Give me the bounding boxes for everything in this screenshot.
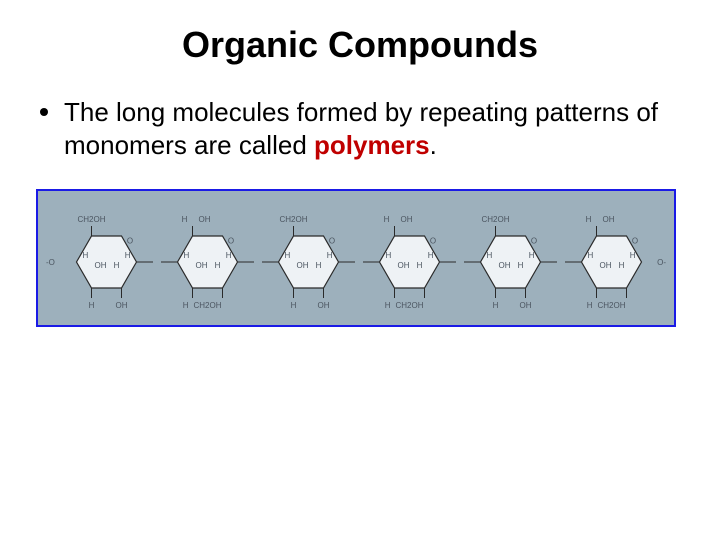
bullet-item: The long molecules formed by repeating p… — [40, 96, 680, 161]
svg-text:H: H — [417, 261, 423, 270]
svg-text:H: H — [587, 301, 593, 310]
svg-text:OH: OH — [318, 301, 330, 310]
svg-text:CH2OH: CH2OH — [481, 215, 509, 224]
svg-text:H: H — [493, 301, 499, 310]
svg-text:H: H — [316, 261, 322, 270]
svg-text:OH: OH — [95, 261, 107, 270]
svg-text:H: H — [518, 261, 524, 270]
svg-text:CH2OH: CH2OH — [77, 215, 105, 224]
svg-text:O: O — [430, 236, 436, 245]
svg-text:H: H — [226, 251, 232, 260]
svg-text:O: O — [127, 236, 133, 245]
svg-text:OH: OH — [116, 301, 128, 310]
svg-text:H: H — [114, 261, 120, 270]
svg-text:H: H — [215, 261, 221, 270]
svg-text:H: H — [385, 301, 391, 310]
slide-title: Organic Compounds — [40, 24, 680, 66]
svg-text:O-: O- — [657, 258, 666, 267]
bullet-post: . — [430, 130, 437, 160]
svg-text:OH: OH — [398, 261, 410, 270]
svg-text:H: H — [285, 251, 291, 260]
svg-text:H: H — [184, 251, 190, 260]
svg-text:H: H — [529, 251, 535, 260]
svg-text:H: H — [588, 251, 594, 260]
polymer-svg: OCH2OHHHOHHHOHOHOHHHOHHCH2OHHOCH2OHHHOHH… — [38, 191, 674, 325]
svg-text:OH: OH — [297, 261, 309, 270]
svg-text:OH: OH — [520, 301, 532, 310]
svg-text:H: H — [487, 251, 493, 260]
bullet-marker — [40, 108, 48, 116]
svg-text:H: H — [386, 251, 392, 260]
svg-text:H: H — [182, 215, 188, 224]
svg-text:OH: OH — [199, 215, 211, 224]
svg-text:-O: -O — [46, 258, 55, 267]
polymer-diagram: OCH2OHHHOHHHOHOHOHHHOHHCH2OHHOCH2OHHHOHH… — [36, 189, 676, 327]
svg-text:OH: OH — [603, 215, 615, 224]
svg-text:H: H — [384, 215, 390, 224]
svg-text:H: H — [83, 251, 89, 260]
svg-text:H: H — [327, 251, 333, 260]
svg-text:H: H — [291, 301, 297, 310]
svg-text:H: H — [428, 251, 434, 260]
svg-text:OH: OH — [499, 261, 511, 270]
svg-text:CH2OH: CH2OH — [395, 301, 423, 310]
svg-text:O: O — [228, 236, 234, 245]
svg-text:H: H — [183, 301, 189, 310]
svg-text:CH2OH: CH2OH — [279, 215, 307, 224]
svg-text:CH2OH: CH2OH — [193, 301, 221, 310]
bullet-keyword: polymers — [314, 130, 430, 160]
svg-text:H: H — [586, 215, 592, 224]
svg-text:OH: OH — [196, 261, 208, 270]
svg-text:H: H — [125, 251, 131, 260]
svg-text:CH2OH: CH2OH — [597, 301, 625, 310]
svg-text:O: O — [329, 236, 335, 245]
svg-text:O: O — [632, 236, 638, 245]
svg-text:H: H — [630, 251, 636, 260]
svg-text:O: O — [531, 236, 537, 245]
svg-text:H: H — [619, 261, 625, 270]
svg-text:H: H — [89, 301, 95, 310]
bullet-text: The long molecules formed by repeating p… — [64, 96, 680, 161]
svg-text:OH: OH — [600, 261, 612, 270]
svg-text:OH: OH — [401, 215, 413, 224]
